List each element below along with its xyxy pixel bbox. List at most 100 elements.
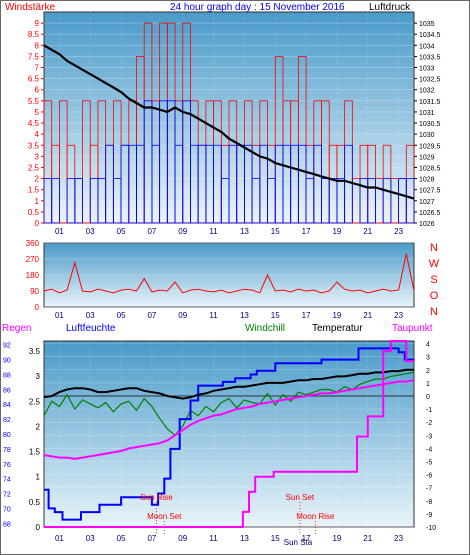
time-tick-label: 17	[302, 311, 311, 320]
wind-tick-label: 2.5	[28, 163, 40, 172]
time-tick-label: 05	[117, 311, 126, 320]
pressure-tick-label: 1029	[419, 154, 435, 161]
direction-tick-label: 360	[26, 239, 40, 248]
event-label: Sun Set	[286, 493, 315, 502]
pressure-axis-label: Luftdruck	[369, 2, 411, 13]
time-tick-label: 07	[147, 227, 156, 236]
direction-tick-label: 90	[30, 287, 39, 296]
time-tick-label: 23	[394, 311, 403, 320]
humidity-tick-label: 82	[3, 417, 11, 424]
humidity-tick-label: 76	[3, 462, 11, 469]
time-tick-label: 17	[302, 227, 311, 236]
pressure-tick-label: 1033.5	[419, 54, 441, 61]
time-tick-label: 19	[332, 227, 341, 236]
time-tick-label: 13	[240, 227, 249, 236]
pressure-tick-label: 1026	[419, 221, 435, 228]
humidity-tick-label: 78	[3, 447, 11, 454]
time-tick-label: 03	[86, 534, 95, 543]
time-tick-label: 11	[209, 534, 218, 543]
event-label: Moon Rise	[296, 512, 335, 521]
event-label: Moon Set	[147, 512, 182, 521]
gust-bar	[367, 178, 376, 224]
wind-tick-label: 5.5	[28, 97, 40, 106]
temperature-tick-label: -6	[426, 473, 432, 480]
pressure-tick-label: 1035	[419, 21, 435, 28]
time-tick-label: 09	[178, 311, 187, 320]
wind-tick-label: 5	[35, 108, 40, 117]
dewpoint-line	[43, 379, 415, 460]
graph-title: 24 hour graph day : 15 November 2016	[170, 2, 345, 13]
compass-label: N	[430, 242, 438, 254]
wind-tick-label: 8	[35, 41, 40, 50]
time-tick-label: 15	[271, 311, 280, 320]
panel-direction-series	[43, 253, 415, 294]
wind-tick-label: 0.5	[28, 208, 40, 217]
pressure-tick-label: 1026.5	[419, 210, 441, 217]
panel-wind-series	[43, 22, 415, 224]
humidity-tick-label: 92	[3, 343, 11, 350]
legend-item: Temperatur	[312, 323, 363, 334]
time-tick-label: 21	[363, 534, 372, 543]
wind-tick-label: 8.5	[28, 30, 40, 39]
humidity-tick-label: 84	[3, 402, 11, 409]
time-tick-label: 03	[86, 227, 95, 236]
rain-tick-label: 3	[36, 372, 41, 381]
panel-temperature-humidity	[43, 340, 415, 528]
humidity-tick-label: 88	[3, 372, 11, 379]
time-tick-label: 01	[55, 311, 64, 320]
panel-temp-series	[43, 340, 415, 528]
rain-tick-label: 2.5	[29, 397, 41, 406]
gust-bar	[51, 178, 60, 224]
humidity-tick-label: 74	[3, 477, 11, 484]
time-tick-label: 11	[209, 227, 218, 236]
time-tick-label: 09	[178, 227, 187, 236]
temperature-tick-label: -9	[426, 512, 432, 519]
time-tick-label: 23	[394, 534, 403, 543]
wind-tick-label: 2	[35, 175, 40, 184]
humidity-tick-label: 86	[3, 387, 11, 394]
humidity-tick-label: 68	[3, 521, 11, 528]
temperature-tick-label: 3	[426, 355, 430, 362]
bottom-label: Sun Sta	[284, 538, 313, 547]
pressure-tick-label: 1028.5	[419, 165, 441, 172]
temperature-tick-label: -3	[426, 433, 432, 440]
wind-tick-label: 0	[35, 219, 40, 228]
event-label: Sun Rise	[140, 493, 173, 502]
wind-tick-label: 3.5	[28, 141, 40, 150]
wind-tick-label: 7	[35, 64, 40, 73]
pressure-tick-label: 1029.5	[419, 143, 441, 150]
time-tick-label: 01	[55, 227, 64, 236]
rain-tick-label: 2	[36, 422, 41, 431]
temperature-tick-label: -8	[426, 499, 432, 506]
compass-label: O	[430, 290, 439, 302]
temperature-tick-label: -10	[426, 525, 436, 532]
rain-tick-label: 0	[36, 523, 41, 532]
panel-temp-grid	[44, 341, 414, 528]
pressure-tick-label: 1034	[419, 43, 435, 50]
wind-tick-label: 1.5	[28, 186, 40, 195]
pressure-tick-label: 1033	[419, 66, 435, 73]
panel-wind-axes: 0 0.5 1 1.5 2 2.5 3 3.5 4 4.5 5 5.5 6 6.5 7 7.5 8 8.5 9 102…	[28, 19, 441, 236]
wind-tick-label: 7.5	[28, 52, 40, 61]
temperature-tick-label: -4	[426, 446, 432, 453]
rain-line	[44, 340, 414, 528]
pressure-line	[43, 44, 415, 200]
legend-item: Regen	[2, 323, 31, 334]
gust-bar	[382, 178, 392, 224]
wind-tick-label: 6.5	[28, 75, 40, 84]
temperature-tick-label: 2	[426, 368, 430, 375]
wind-tick-label: 1	[35, 197, 40, 206]
time-tick-label: 07	[147, 311, 156, 320]
wind-axis-label: Windstärke	[5, 2, 55, 13]
legend-item: Taupunkt	[392, 323, 433, 334]
temperature-tick-label: -1	[426, 407, 432, 414]
time-tick-label: 17	[302, 534, 311, 543]
panel-temp-axes: -10-9-8-7-6-5-4-3-2-10123400.511.522.533…	[3, 342, 436, 543]
time-tick-label: 13	[240, 311, 249, 320]
gust-bar	[74, 178, 83, 224]
humidity-tick-label: 72	[3, 492, 11, 499]
legend-item: Luftfeuchte	[66, 323, 116, 334]
wind-tick-label: 4	[35, 130, 40, 139]
direction-tick-label: 0	[35, 303, 40, 312]
panel-wind-direction	[43, 242, 415, 308]
